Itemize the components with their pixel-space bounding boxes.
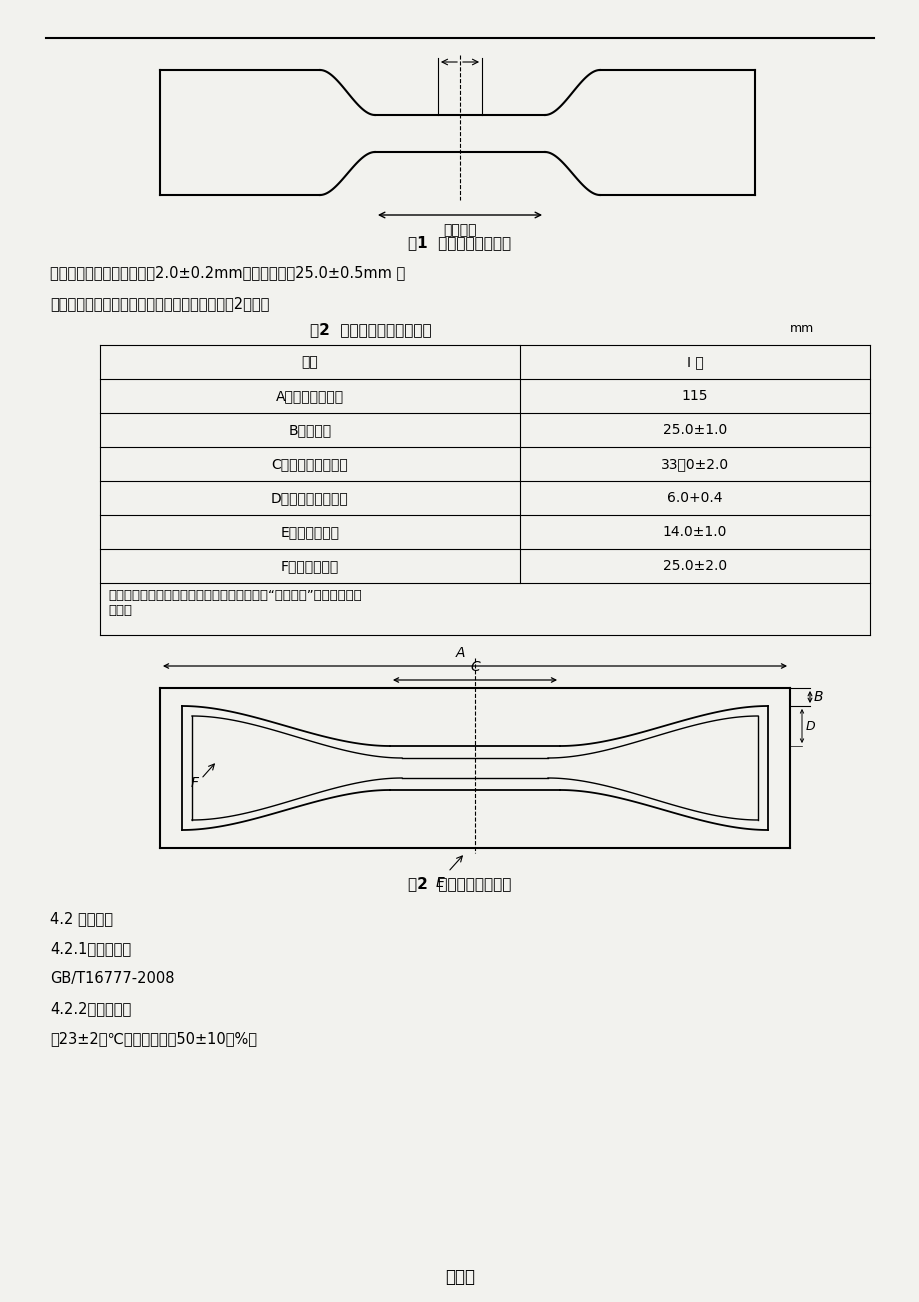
Text: GB/T16777-2008: GB/T16777-2008 bbox=[50, 971, 175, 986]
Text: 6.0+0.4: 6.0+0.4 bbox=[666, 491, 722, 505]
Text: mm: mm bbox=[789, 322, 813, 335]
Text: 115: 115 bbox=[681, 389, 708, 404]
Text: 修正版: 修正版 bbox=[445, 1268, 474, 1286]
Text: F内过渡边半径: F内过渡边半径 bbox=[280, 559, 339, 573]
Text: 25.0±2.0: 25.0±2.0 bbox=[663, 559, 726, 573]
Text: 注：为确保试样端部与夹持器接触有助于避免“肩部断裂”，可使总长度
稍大些: 注：为确保试样端部与夹持器接触有助于避免“肩部断裂”，可使总长度 稍大些 bbox=[108, 589, 361, 617]
Text: 33．0±2.0: 33．0±2.0 bbox=[660, 457, 728, 471]
Text: 4.2.1．执行标准: 4.2.1．执行标准 bbox=[50, 941, 131, 956]
Text: C狭小部分平行长度: C狭小部分平行长度 bbox=[271, 457, 348, 471]
Text: 14.0±1.0: 14.0±1.0 bbox=[662, 525, 726, 539]
Text: 图2  哑铃状式样用裁刀: 图2 哑铃状式样用裁刀 bbox=[408, 876, 511, 891]
Text: A总长度（最短）: A总长度（最短） bbox=[276, 389, 344, 404]
Text: 图1  哑铃状试样的形状: 图1 哑铃状试样的形状 bbox=[408, 234, 511, 250]
Text: A: A bbox=[455, 646, 464, 660]
Text: B: B bbox=[813, 690, 823, 704]
Text: B端部宽度: B端部宽度 bbox=[289, 423, 331, 437]
Text: 试件狭窄部分的标准厚度为2.0±0.2mm，试验长度为25.0±0.5mm 。: 试件狭窄部分的标准厚度为2.0±0.2mm，试验长度为25.0±0.5mm 。 bbox=[50, 266, 404, 280]
Text: C: C bbox=[470, 660, 480, 674]
Text: 表2  哑铃型试样的裁刀尺寸: 表2 哑铃型试样的裁刀尺寸 bbox=[310, 322, 431, 337]
Text: 4.2 试验方法: 4.2 试验方法 bbox=[50, 911, 113, 926]
Text: D: D bbox=[805, 720, 815, 733]
Text: E: E bbox=[436, 876, 444, 891]
Text: 25.0±1.0: 25.0±1.0 bbox=[663, 423, 726, 437]
Text: D狭小部分平行长度: D狭小部分平行长度 bbox=[271, 491, 348, 505]
Text: （23±2）℃，相对湿度（50±10）%。: （23±2）℃，相对湿度（50±10）%。 bbox=[50, 1031, 256, 1046]
Text: 尺寸: 尺寸 bbox=[301, 355, 318, 368]
Text: 哑铃型试件的其他尺寸由相应的裁刀给出（如表2所示）: 哑铃型试件的其他尺寸由相应的裁刀给出（如表2所示） bbox=[50, 296, 269, 311]
Text: E外过渡边半径: E外过渡边半径 bbox=[280, 525, 339, 539]
Text: 4.2.2．试验条件: 4.2.2．试验条件 bbox=[50, 1001, 131, 1016]
Text: F: F bbox=[191, 776, 199, 790]
Text: 试验长度: 试验长度 bbox=[443, 223, 476, 237]
Text: I 型: I 型 bbox=[686, 355, 703, 368]
